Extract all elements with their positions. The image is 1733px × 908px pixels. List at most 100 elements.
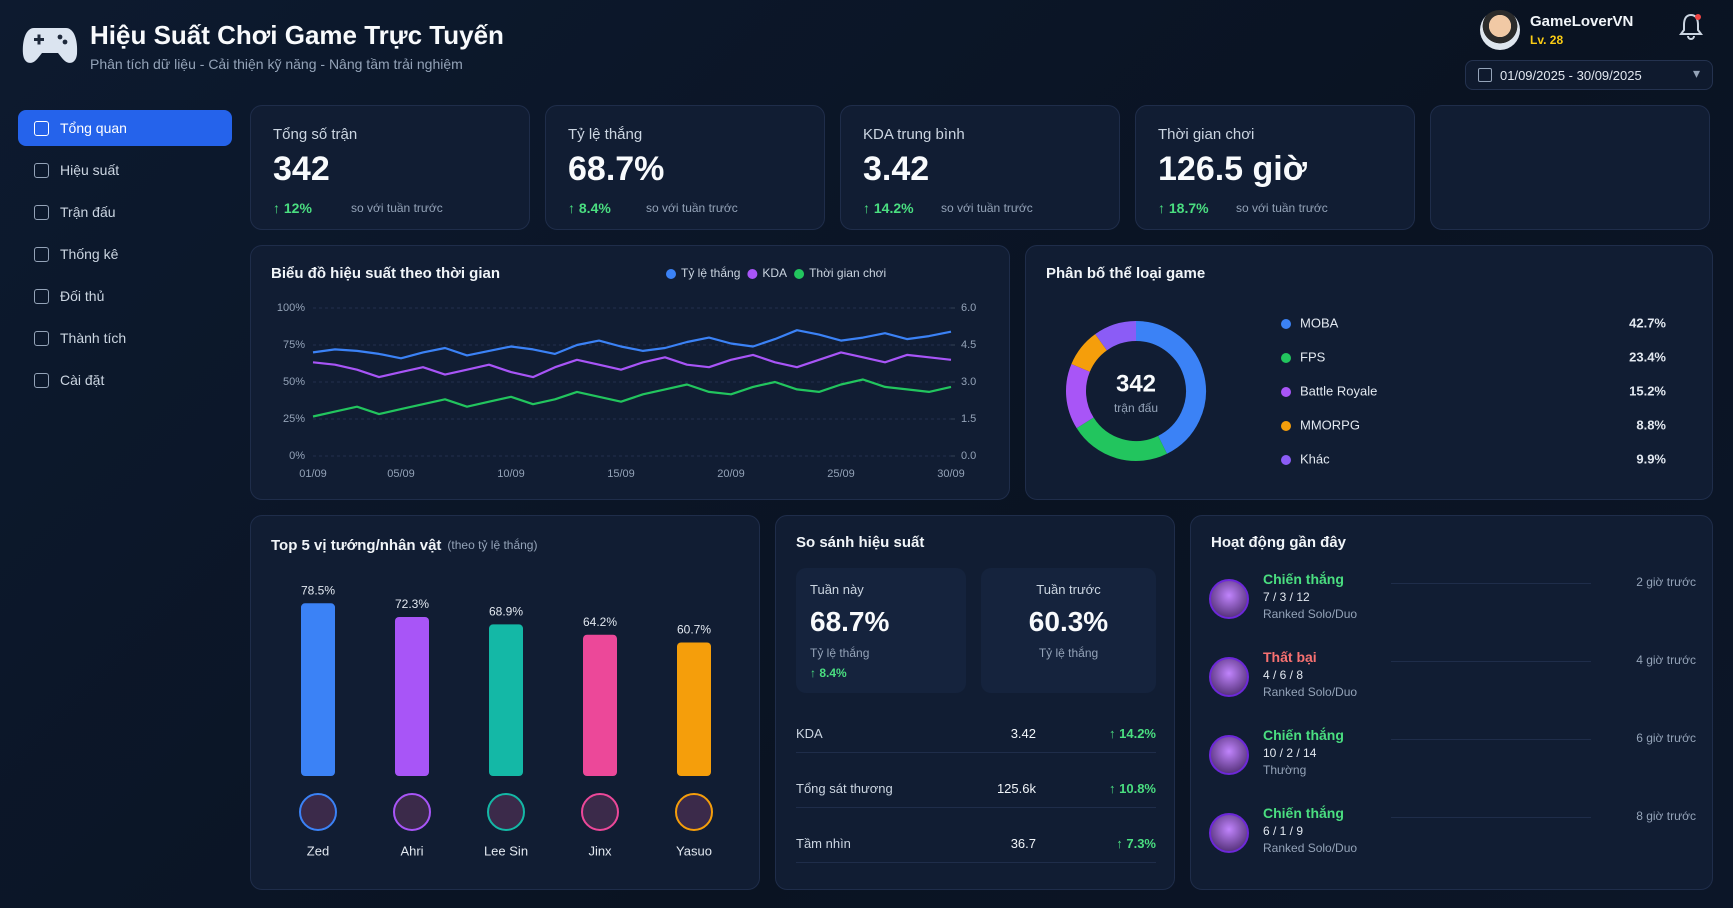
value-label: 9.9%	[1636, 451, 1666, 466]
kpi-label: Tổng số trận	[273, 126, 358, 143]
donut-segment	[1071, 334, 1108, 373]
champion-avatar	[581, 793, 619, 831]
match-avatar	[1209, 813, 1249, 853]
value-label: 15.2%	[1629, 383, 1666, 398]
nav-label: Trận đấu	[60, 204, 116, 220]
legend-label: MOBA	[1300, 315, 1339, 330]
donut-segment	[1135, 321, 1206, 454]
match-avatar	[1209, 579, 1249, 619]
nav-item[interactable]: Đối thủ	[18, 278, 232, 314]
legend-label: FPS	[1300, 349, 1326, 364]
activity-divider	[1391, 661, 1591, 662]
nav-item[interactable]: Trận đấu	[18, 194, 232, 230]
legend-label: Battle Royale	[1300, 383, 1377, 398]
champion-avatar	[393, 793, 431, 831]
bar	[677, 642, 711, 776]
nav-icon	[34, 121, 49, 136]
y2-tick-label: 4.5	[961, 339, 976, 351]
legend-swatch	[1281, 455, 1291, 465]
kpi-card: Thời gian chơi 126.5 giờ ↑ 18.7% so với tuầ…	[1135, 105, 1415, 230]
nav-icon	[34, 163, 49, 178]
user-level: Lv. 28	[1530, 33, 1564, 47]
kpi-value: 68.7%	[568, 150, 665, 188]
date-range-picker[interactable]: 01/09/2025 - 30/09/2025 ▾	[1465, 60, 1713, 90]
value-label: 64.2%	[583, 615, 617, 629]
champion-avatar	[487, 793, 525, 831]
y-tick-label: 100%	[277, 302, 305, 314]
bar-chart: Top 5 vị tướng/nhân vật (theo tỷ lệ thắng…	[271, 537, 713, 858]
y-tick-label: 0%	[289, 450, 305, 462]
notification-bell[interactable]	[1678, 12, 1704, 40]
series-line	[312, 378, 952, 418]
section-title: Hoạt động gần đây	[1211, 534, 1346, 551]
row-divider	[796, 752, 1156, 753]
bar	[489, 624, 523, 776]
x-tick-label: 20/09	[717, 468, 745, 480]
nav-label: Thành tích	[60, 330, 127, 346]
nav-label: Tổng quan	[60, 120, 127, 136]
match-time: 2 giờ trước	[1636, 575, 1696, 589]
series-line	[312, 329, 952, 360]
page-subtitle: Phân tích dữ liệu - Cải thiện kỹ năng - …	[90, 56, 463, 72]
legend-swatch	[1281, 421, 1291, 431]
match-time: 6 giờ trước	[1636, 731, 1696, 745]
kpi-value: 3.42	[863, 150, 930, 188]
kpi-change: ↑ 18.7%	[1158, 200, 1209, 216]
donut-chart: Phân bố thể loại game 342 trận đấu MOBA 42.7…	[1046, 265, 1666, 466]
nav-item[interactable]: Hiệu suất	[18, 152, 232, 188]
kpi-label: KDA trung bình	[863, 126, 965, 143]
row-value: 36.7	[1010, 836, 1036, 851]
match-score: 10 / 2 / 14	[1263, 746, 1317, 760]
user-avatar[interactable]	[1480, 10, 1520, 50]
this-week-box: Tuần này 68.7% Tỷ lệ thắng ↑ 8.4%	[796, 568, 966, 693]
y2-tick-label: 3.0	[961, 376, 976, 388]
row-change: ↑ 7.3%	[1116, 836, 1156, 851]
legend-swatch	[794, 269, 805, 279]
kpi-change: ↑ 12%	[273, 200, 312, 216]
line-chart: Biểu đồ hiệu suất theo thời gian 0% 25% 50%…	[271, 265, 976, 480]
kpi-note: so với tuần trước	[941, 201, 1033, 215]
comparison-card: So sánh hiệu suất Tuần này 68.7% Tỷ lệ thắn…	[775, 515, 1175, 890]
nav-item[interactable]: Thống kê	[18, 236, 232, 272]
legend-swatch	[747, 269, 758, 279]
kpi-note: so với tuần trước	[351, 201, 443, 215]
match-avatar	[1209, 735, 1249, 775]
y2-tick-label: 0.0	[961, 450, 976, 462]
match-score: 6 / 1 / 9	[1263, 824, 1304, 838]
nav-item[interactable]: Cài đặt	[18, 362, 232, 398]
nav-icon	[34, 373, 49, 388]
kpi-note: so với tuần trước	[1236, 201, 1328, 215]
legend-swatch	[666, 269, 676, 279]
legend-label: Khác	[1300, 451, 1330, 466]
nav-item[interactable]: Thành tích	[18, 320, 232, 356]
top-champions-card: Top 5 vị tướng/nhân vật (theo tỷ lệ thắng…	[250, 515, 760, 890]
kpi-label: Thời gian chơi	[1158, 126, 1255, 143]
kpi-note: so với tuần trước	[646, 201, 738, 215]
value-label: 23.4%	[1629, 349, 1666, 364]
match-mode: Ranked Solo/Duo	[1263, 685, 1358, 699]
bar	[583, 634, 617, 776]
row-divider	[796, 807, 1156, 808]
match-result: Chiến thắng	[1263, 571, 1344, 587]
nav-label: Thống kê	[60, 246, 119, 262]
match-time: 4 giờ trước	[1636, 653, 1696, 667]
week-metric: Tỷ lệ thắng	[1038, 646, 1099, 660]
row-label: KDA	[796, 726, 823, 741]
chart-title: Phân bố thể loại game	[1046, 265, 1205, 282]
legend-label: KDA	[762, 266, 787, 280]
nav-item[interactable]: Tổng quan	[18, 110, 232, 146]
champion-avatar	[299, 793, 337, 831]
legend-label: Tỷ lệ thắng	[681, 265, 740, 280]
kpi-value: 126.5 giờ	[1158, 150, 1307, 188]
kpi-value: 342	[273, 150, 330, 188]
chart-title: Biểu đồ hiệu suất theo thời gian	[271, 265, 500, 282]
week-label: Tuần trước	[1036, 582, 1101, 597]
donut-center-value: 342	[1116, 370, 1156, 397]
champion-avatar	[675, 793, 713, 831]
kpi-label: Tỷ lệ thắng	[568, 126, 643, 143]
match-time: 8 giờ trước	[1636, 809, 1696, 823]
match-score: 7 / 3 / 12	[1263, 590, 1310, 604]
x-tick-label: 05/09	[387, 468, 415, 480]
y-tick-label: 75%	[283, 339, 305, 351]
row-change: ↑ 10.8%	[1109, 781, 1156, 796]
